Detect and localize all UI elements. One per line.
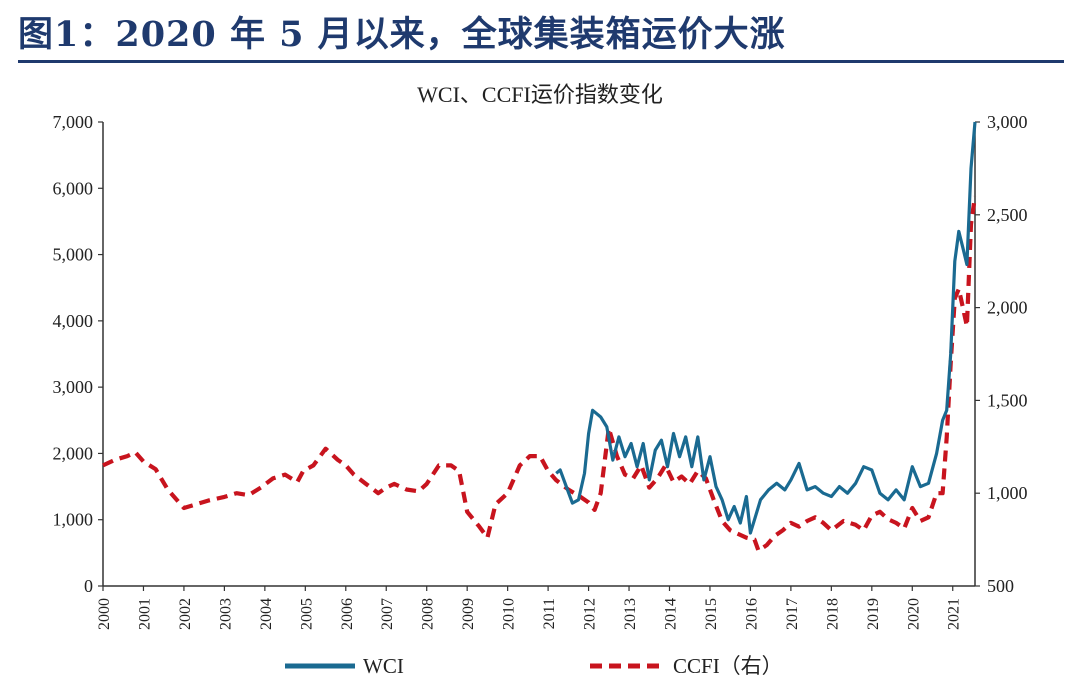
x-tick-label: 2021 xyxy=(946,598,963,630)
x-tick-label: 2019 xyxy=(865,598,882,630)
x-tick-label: 2008 xyxy=(420,598,437,630)
x-tick-label: 2000 xyxy=(96,598,113,630)
x-tick-label: 2005 xyxy=(298,598,315,630)
series-layer xyxy=(102,121,978,553)
x-tick-label: 2001 xyxy=(136,598,153,630)
x-tick-label: 2012 xyxy=(582,598,599,630)
figure-header: 图1：2020 年 5 月以来，全球集装箱运价大涨 xyxy=(0,0,1080,64)
wci-series-line xyxy=(555,121,977,535)
left-tick-label: 6,000 xyxy=(53,178,94,198)
right-tick-label: 1,500 xyxy=(987,390,1028,410)
left-tick-label: 4,000 xyxy=(53,311,94,331)
x-tick-label: 2013 xyxy=(622,598,639,630)
right-tick-label: 1,000 xyxy=(987,483,1028,503)
left-tick-label: 0 xyxy=(84,576,93,596)
x-tick-label: 2010 xyxy=(501,598,518,630)
ccfi-series-line xyxy=(102,195,978,553)
x-tick-label: 2006 xyxy=(339,598,356,630)
x-tick-label: 2009 xyxy=(460,598,477,630)
left-tick-label: 7,000 xyxy=(53,112,94,132)
x-tick-label: 2011 xyxy=(541,598,558,629)
x-tick-label: 2020 xyxy=(905,598,922,630)
x-tick-label: 2004 xyxy=(258,598,275,630)
left-tick-label: 1,000 xyxy=(53,510,94,530)
chart: WCI、CCFI运价指数变化 0 1,000 2,000 3,000 4,000 5,00… xyxy=(53,82,1028,678)
axes: 0 1,000 2,000 3,000 4,000 5,000 6,000 7,000 500 1… xyxy=(53,112,1028,630)
figure-title: 图1：2020 年 5 月以来，全球集装箱运价大涨 xyxy=(18,14,786,55)
x-tick-label: 2018 xyxy=(824,598,841,630)
x-tick-label: 2015 xyxy=(703,598,720,630)
left-tick-label: 2,000 xyxy=(53,443,94,463)
legend: WCI CCFI（右） xyxy=(285,654,783,678)
left-tick-label: 3,000 xyxy=(53,377,94,397)
right-tick-label: 2,500 xyxy=(987,205,1028,225)
x-tick-label: 2014 xyxy=(662,598,679,630)
title-rule xyxy=(18,60,1064,63)
x-tick-label: 2007 xyxy=(379,598,396,630)
right-tick-label: 3,000 xyxy=(987,112,1028,132)
x-tick-label: 2016 xyxy=(743,598,760,630)
chart-title: WCI、CCFI运价指数变化 xyxy=(417,82,663,107)
legend-ccfi-label: CCFI（右） xyxy=(673,654,783,678)
right-tick-label: 2,000 xyxy=(987,298,1028,318)
x-tick-label: 2002 xyxy=(177,598,194,630)
legend-wci-label: WCI xyxy=(363,654,404,678)
left-tick-label: 5,000 xyxy=(53,245,94,265)
right-tick-label: 500 xyxy=(987,576,1014,596)
x-tick-label: 2003 xyxy=(217,598,234,630)
x-tick-label: 2017 xyxy=(784,598,801,630)
